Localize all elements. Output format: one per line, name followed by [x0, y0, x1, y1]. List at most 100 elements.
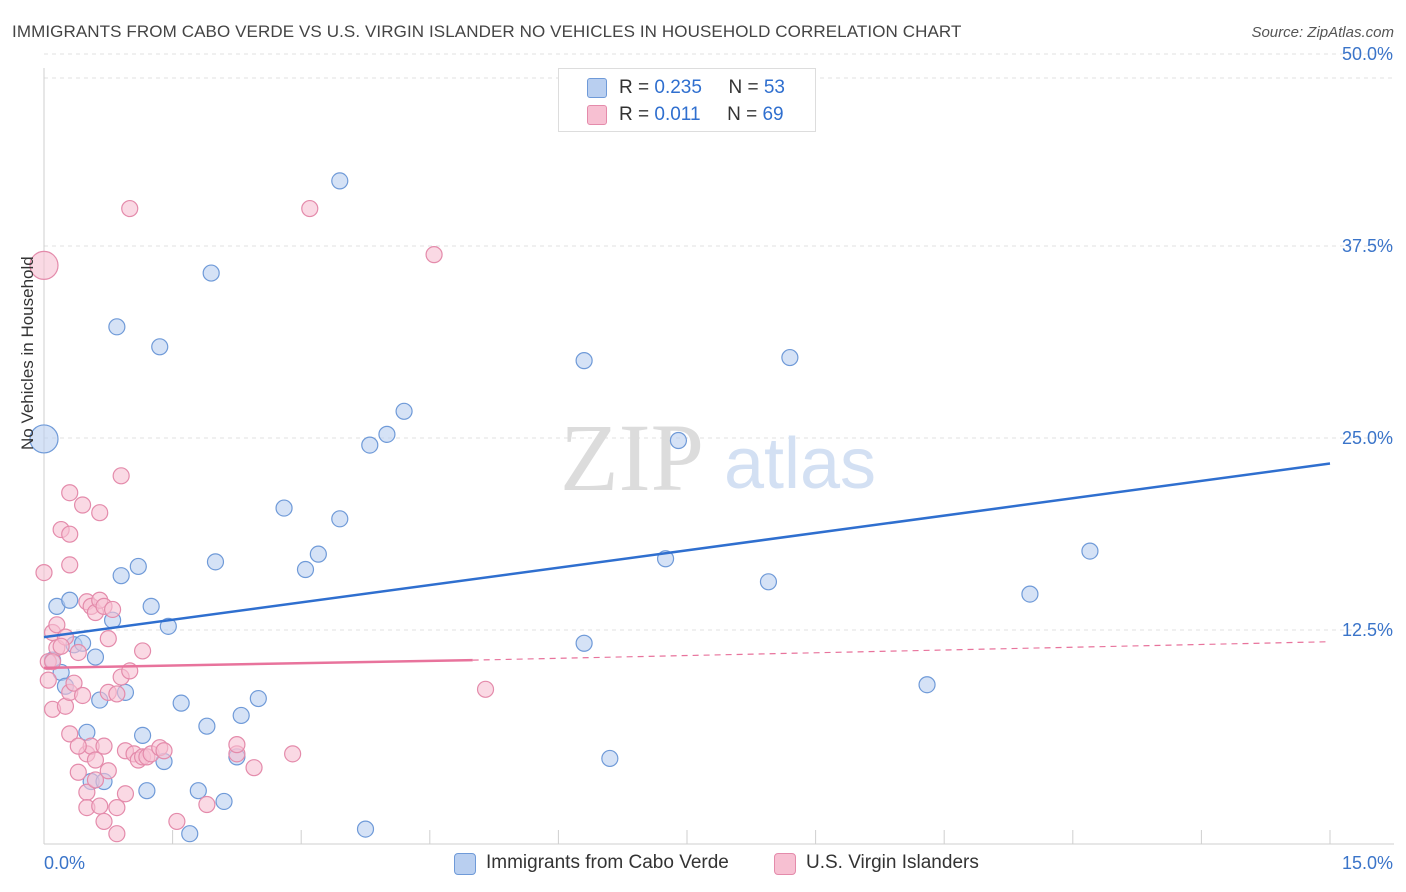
n-label: N = — [728, 77, 764, 98]
series-legend: Immigrants from Cabo Verde U.S. Virgin I… — [0, 852, 1406, 878]
cabo-verde-point — [232, 706, 250, 725]
virgin-islander-point — [112, 467, 130, 485]
r-label: R = — [619, 104, 655, 125]
virgin-islander-point — [228, 736, 246, 754]
virgin-islander-point — [198, 795, 216, 814]
virgin-islander-point — [108, 685, 126, 703]
cabo-verde-point — [142, 597, 160, 615]
r-value: 0.011 — [654, 104, 701, 125]
pink-swatch-icon — [774, 853, 796, 875]
y-tick-label: 50.0% — [1342, 44, 1393, 64]
cabo-verde-point — [61, 591, 79, 609]
cabo-verde-point — [296, 560, 315, 579]
virgin-islander-point — [476, 680, 495, 698]
cabo-verde-point — [575, 352, 593, 370]
cabo-verde-point — [275, 499, 293, 517]
virgin-islander-point — [73, 686, 92, 705]
virgin-islander-point — [69, 763, 87, 781]
virgin-islander-point — [95, 812, 113, 831]
y-tick-label: 25.0% — [1342, 428, 1393, 448]
cabo-verde-trendline — [43, 462, 1331, 639]
virgin-islander-point — [48, 616, 66, 634]
chart-title: IMMIGRANTS FROM CABO VERDE VS U.S. VIRGI… — [12, 22, 962, 41]
virgin-islander-point — [245, 759, 263, 777]
legend-label: U.S. Virgin Islanders — [806, 852, 979, 873]
stats-legend: R = 0.235 N = 53 R = 0.011 N = 69 — [558, 68, 816, 132]
virgin-islander-point — [301, 199, 319, 218]
cabo-verde-point — [669, 431, 688, 450]
cabo-verde-point — [133, 726, 152, 745]
virgin-islander-point — [116, 785, 135, 803]
cabo-verde-point — [361, 436, 379, 454]
virgin-islander-point — [39, 671, 57, 689]
virgin-islander-point — [91, 797, 109, 815]
cabo-verde-point — [198, 717, 216, 735]
virgin-islander-point — [69, 643, 87, 662]
virgin-islander-point — [61, 725, 79, 743]
cabo-verde-point — [112, 567, 130, 585]
n-value: 53 — [763, 77, 785, 98]
legend-label: Immigrants from Cabo Verde — [486, 852, 729, 873]
cabo-verde-point — [202, 264, 220, 282]
virgin-islander-point — [43, 653, 62, 671]
virgin-islander-point — [86, 751, 105, 769]
virgin-islander-point — [35, 563, 53, 582]
virgin-islander-point — [121, 199, 139, 218]
cabo-verde-point — [781, 348, 799, 367]
cabo-verde-point — [206, 553, 225, 571]
cabo-verde-point — [129, 557, 147, 576]
virgin-islander-point — [61, 484, 79, 502]
y-tick-label: 37.5% — [1342, 236, 1393, 256]
virgin-islander-point — [91, 504, 109, 522]
n-value: 69 — [762, 104, 784, 125]
cabo-verde-point — [331, 172, 349, 190]
cabo-verde-point — [395, 402, 413, 420]
virgin-islander-point — [86, 771, 105, 789]
blue-swatch-icon — [454, 853, 476, 875]
virgin-islander-point — [95, 737, 113, 755]
cabo-verde-point — [108, 318, 126, 336]
virgin-islander-point — [61, 525, 79, 543]
source-credit: Source: ZipAtlas.com — [1251, 24, 1394, 41]
virgin-islander-point — [61, 556, 79, 574]
cabo-verde-point — [759, 573, 778, 591]
cabo-verde-point — [918, 676, 936, 694]
cabo-verde-point — [378, 425, 396, 443]
r-value: 0.235 — [654, 77, 702, 98]
x-tick-label: 15.0% — [1342, 853, 1393, 873]
virgin-islander-point — [108, 798, 126, 817]
virgin-islander-point — [103, 600, 122, 619]
cabo-verde-point — [215, 792, 233, 811]
cabo-verde-point — [249, 689, 267, 708]
cabo-verde-point — [189, 782, 207, 800]
watermark-atlas: atlas — [724, 424, 876, 504]
cabo-verde-point — [29, 424, 59, 454]
cabo-verde-point — [601, 749, 619, 768]
cabo-verde-point — [575, 634, 593, 652]
cabo-verde-point — [138, 782, 156, 800]
virgin-islander-trendline — [43, 658, 473, 670]
r-label: R = — [619, 77, 655, 98]
y-axis-label: No Vehicles in Household — [18, 256, 37, 450]
cabo-verde-point — [151, 338, 169, 356]
cabo-verde-point — [172, 694, 190, 712]
virgin-islander-point — [168, 812, 186, 831]
virgin-islander-trendline-extension — [472, 641, 1331, 661]
virgin-islander-point — [99, 630, 117, 648]
virgin-islander-point — [133, 642, 152, 660]
cabo-verde-point — [356, 820, 375, 838]
y-tick-label: 12.5% — [1342, 620, 1393, 640]
virgin-islander-point — [99, 762, 117, 780]
cabo-verde-point — [181, 825, 199, 843]
n-label: N = — [727, 104, 763, 125]
virgin-islander-point — [155, 742, 173, 760]
cabo-verde-point — [309, 545, 327, 563]
cabo-verde-point — [159, 617, 177, 635]
virgin-islander-point — [65, 674, 83, 692]
virgin-islander-point — [29, 250, 59, 280]
cabo-verde-point — [1081, 542, 1099, 560]
virgin-islander-point — [108, 825, 126, 843]
virgin-islander-point — [52, 637, 70, 655]
virgin-islander-point — [73, 496, 92, 514]
